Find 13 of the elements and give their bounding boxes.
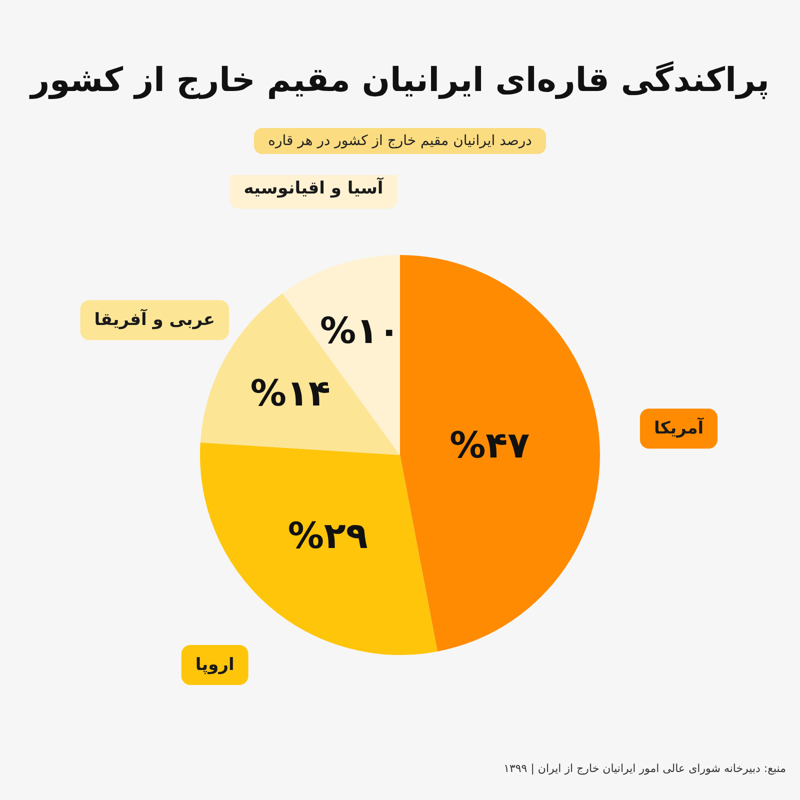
data-label: %۲۹ xyxy=(288,516,368,557)
data-label: %۱۰ xyxy=(320,310,400,352)
data-label: %۴۷ xyxy=(450,426,530,467)
chart-subtitle: درصد ایرانیان مقیم خارج از کشور در هر قاره xyxy=(254,128,546,154)
slice-label: آمریکا xyxy=(654,416,705,439)
text: منبع: دبیرخانه شورای عالی امور ایرانیان خارج از ایران | ۱۳۹۹ xyxy=(504,762,786,775)
slice-label: عربی و آفریقا xyxy=(94,308,215,330)
slice-label: اروپا xyxy=(195,655,234,676)
slice-label: آسیا و اقیانوسیه xyxy=(244,176,384,199)
chart-title: پراکندگی قاره‌ای ایرانیان مقیم خارج از کشور xyxy=(28,60,770,99)
pie-slice xyxy=(200,442,438,655)
data-label: %۱۴ xyxy=(250,374,330,415)
pie-slice xyxy=(400,255,600,652)
